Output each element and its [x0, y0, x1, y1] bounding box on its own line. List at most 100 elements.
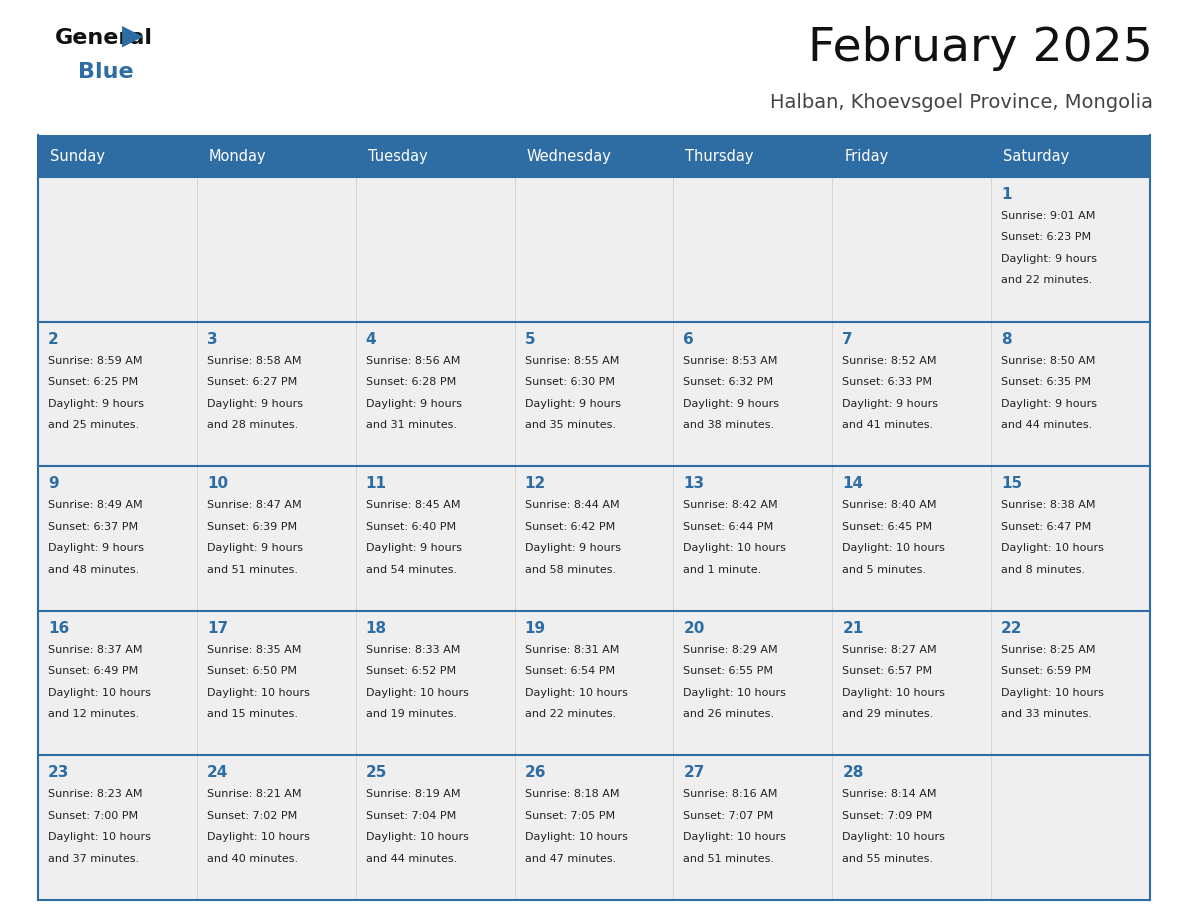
Text: Sunrise: 8:50 AM: Sunrise: 8:50 AM — [1001, 355, 1095, 365]
Text: Sunrise: 8:21 AM: Sunrise: 8:21 AM — [207, 789, 302, 800]
Bar — [197, 466, 355, 610]
Bar — [514, 466, 674, 610]
Text: Daylight: 10 hours: Daylight: 10 hours — [525, 688, 627, 698]
Text: 17: 17 — [207, 621, 228, 636]
Text: Sunset: 6:39 PM: Sunset: 6:39 PM — [207, 521, 297, 532]
Text: Sunset: 6:27 PM: Sunset: 6:27 PM — [207, 377, 297, 387]
Text: Saturday: Saturday — [1003, 149, 1069, 163]
Bar — [991, 610, 1150, 756]
Text: Daylight: 10 hours: Daylight: 10 hours — [48, 833, 151, 843]
Text: Sunrise: 8:47 AM: Sunrise: 8:47 AM — [207, 500, 302, 510]
Text: Daylight: 9 hours: Daylight: 9 hours — [525, 398, 620, 409]
Text: Daylight: 10 hours: Daylight: 10 hours — [842, 833, 946, 843]
Text: Sunrise: 8:33 AM: Sunrise: 8:33 AM — [366, 644, 460, 655]
Text: Sunset: 7:09 PM: Sunset: 7:09 PM — [842, 811, 933, 821]
Text: Daylight: 10 hours: Daylight: 10 hours — [207, 833, 310, 843]
Text: 4: 4 — [366, 331, 377, 347]
Text: 14: 14 — [842, 476, 864, 491]
Text: Sunrise: 8:49 AM: Sunrise: 8:49 AM — [48, 500, 143, 510]
Text: 13: 13 — [683, 476, 704, 491]
Bar — [197, 177, 355, 321]
Text: and 40 minutes.: and 40 minutes. — [207, 854, 298, 864]
Text: Daylight: 10 hours: Daylight: 10 hours — [683, 543, 786, 554]
Text: Daylight: 9 hours: Daylight: 9 hours — [207, 543, 303, 554]
Bar — [514, 177, 674, 321]
Text: 16: 16 — [48, 621, 69, 636]
Text: Sunset: 7:07 PM: Sunset: 7:07 PM — [683, 811, 773, 821]
Text: 25: 25 — [366, 766, 387, 780]
Bar — [197, 135, 355, 177]
Text: Sunrise: 8:42 AM: Sunrise: 8:42 AM — [683, 500, 778, 510]
Bar — [674, 466, 833, 610]
Text: and 15 minutes.: and 15 minutes. — [207, 710, 298, 720]
Bar — [514, 321, 674, 466]
Text: 10: 10 — [207, 476, 228, 491]
Text: 1: 1 — [1001, 187, 1012, 202]
Text: Sunset: 6:25 PM: Sunset: 6:25 PM — [48, 377, 138, 387]
Text: Sunset: 6:28 PM: Sunset: 6:28 PM — [366, 377, 456, 387]
Bar — [38, 466, 197, 610]
Text: Sunset: 6:40 PM: Sunset: 6:40 PM — [366, 521, 456, 532]
Text: 27: 27 — [683, 766, 704, 780]
Text: and 44 minutes.: and 44 minutes. — [366, 854, 457, 864]
Bar — [674, 177, 833, 321]
Text: and 29 minutes.: and 29 minutes. — [842, 710, 934, 720]
Bar — [514, 135, 674, 177]
Bar — [197, 321, 355, 466]
Text: and 41 minutes.: and 41 minutes. — [842, 420, 934, 431]
Text: Sunset: 6:42 PM: Sunset: 6:42 PM — [525, 521, 615, 532]
Text: and 55 minutes.: and 55 minutes. — [842, 854, 934, 864]
Bar — [355, 135, 514, 177]
Text: Sunrise: 8:27 AM: Sunrise: 8:27 AM — [842, 644, 937, 655]
Text: 2: 2 — [48, 331, 58, 347]
Text: Daylight: 9 hours: Daylight: 9 hours — [683, 398, 779, 409]
Text: Sunset: 6:54 PM: Sunset: 6:54 PM — [525, 666, 614, 677]
Text: and 8 minutes.: and 8 minutes. — [1001, 565, 1086, 575]
Bar — [514, 610, 674, 756]
Text: Sunset: 6:44 PM: Sunset: 6:44 PM — [683, 521, 773, 532]
Bar — [197, 610, 355, 756]
Text: and 1 minute.: and 1 minute. — [683, 565, 762, 575]
Text: Sunday: Sunday — [50, 149, 105, 163]
Text: 28: 28 — [842, 766, 864, 780]
Text: Sunrise: 8:38 AM: Sunrise: 8:38 AM — [1001, 500, 1095, 510]
Bar — [991, 177, 1150, 321]
Text: 5: 5 — [525, 331, 536, 347]
Text: Sunrise: 8:53 AM: Sunrise: 8:53 AM — [683, 355, 778, 365]
Text: and 51 minutes.: and 51 minutes. — [683, 854, 775, 864]
Text: Sunset: 6:35 PM: Sunset: 6:35 PM — [1001, 377, 1091, 387]
Text: Sunset: 7:00 PM: Sunset: 7:00 PM — [48, 811, 138, 821]
Text: Sunrise: 9:01 AM: Sunrise: 9:01 AM — [1001, 211, 1095, 221]
Text: Daylight: 10 hours: Daylight: 10 hours — [1001, 688, 1104, 698]
Text: Sunset: 7:04 PM: Sunset: 7:04 PM — [366, 811, 456, 821]
Text: 6: 6 — [683, 331, 694, 347]
Text: Sunrise: 8:37 AM: Sunrise: 8:37 AM — [48, 644, 143, 655]
Text: Sunset: 6:23 PM: Sunset: 6:23 PM — [1001, 232, 1092, 242]
Text: 8: 8 — [1001, 331, 1012, 347]
Text: and 5 minutes.: and 5 minutes. — [842, 565, 927, 575]
Text: 7: 7 — [842, 331, 853, 347]
Text: Sunrise: 8:16 AM: Sunrise: 8:16 AM — [683, 789, 778, 800]
Text: and 31 minutes.: and 31 minutes. — [366, 420, 456, 431]
Text: Daylight: 10 hours: Daylight: 10 hours — [366, 833, 468, 843]
Text: 11: 11 — [366, 476, 387, 491]
Text: and 47 minutes.: and 47 minutes. — [525, 854, 615, 864]
Text: Sunrise: 8:19 AM: Sunrise: 8:19 AM — [366, 789, 460, 800]
Text: Sunrise: 8:35 AM: Sunrise: 8:35 AM — [207, 644, 302, 655]
Bar — [991, 466, 1150, 610]
Text: Thursday: Thursday — [685, 149, 754, 163]
Bar — [833, 466, 991, 610]
Text: Sunrise: 8:23 AM: Sunrise: 8:23 AM — [48, 789, 143, 800]
Text: 3: 3 — [207, 331, 217, 347]
Bar — [38, 610, 197, 756]
Text: and 58 minutes.: and 58 minutes. — [525, 565, 615, 575]
Text: Sunset: 6:49 PM: Sunset: 6:49 PM — [48, 666, 138, 677]
Text: Daylight: 10 hours: Daylight: 10 hours — [1001, 543, 1104, 554]
Text: Sunrise: 8:40 AM: Sunrise: 8:40 AM — [842, 500, 937, 510]
Text: 23: 23 — [48, 766, 69, 780]
Text: Tuesday: Tuesday — [368, 149, 428, 163]
Text: and 28 minutes.: and 28 minutes. — [207, 420, 298, 431]
Bar — [833, 177, 991, 321]
Bar — [197, 756, 355, 900]
Bar — [38, 756, 197, 900]
